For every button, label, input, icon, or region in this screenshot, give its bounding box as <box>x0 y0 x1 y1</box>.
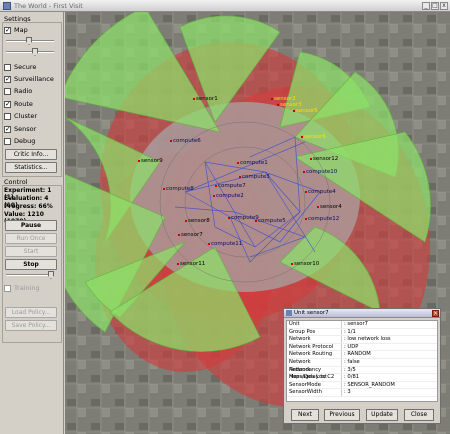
control-title: Control <box>4 178 28 186</box>
node-label[interactable]: sensor6 <box>301 134 326 140</box>
minimize-button[interactable]: _ <box>422 2 430 10</box>
statistics-button[interactable]: Statistics... <box>5 162 57 173</box>
node-label[interactable]: sensor9 <box>138 158 163 164</box>
node-label[interactable]: compute5 <box>255 218 286 224</box>
checkbox-route[interactable]: ✓ Route <box>4 99 33 108</box>
range-rings <box>159 121 331 283</box>
route-lines <box>174 136 321 263</box>
table-row[interactable]: Group Pos: 1/1 <box>287 328 437 337</box>
table-row[interactable]: SensorWidth: 3 <box>287 389 437 397</box>
node-label[interactable]: compute1 <box>237 160 268 166</box>
node-label[interactable]: compute2 <box>213 193 244 199</box>
evaluation-stat: Evaluation: 4 (10) <box>4 195 49 209</box>
dialog-title: Unit sensor7 <box>294 310 329 316</box>
table-row[interactable]: Network: low network loss <box>287 336 437 344</box>
node-label[interactable]: sensor7 <box>178 232 203 238</box>
checkbox-debug[interactable]: Debug <box>4 137 35 145</box>
app-icon <box>3 1 11 10</box>
checkbox-map[interactable]: ✓ Map <box>4 25 28 34</box>
node-label[interactable]: compute6 <box>170 138 201 144</box>
checkbox-sensor[interactable]: ✓ Sensor <box>4 124 37 133</box>
side-panel: Settings ✓ Map Secure ✓ Surveillance Radio… <box>0 12 64 434</box>
close-button[interactable]: Close <box>404 409 434 421</box>
check-icon: ✓ <box>4 124 11 133</box>
node-label[interactable]: compute9 <box>228 215 259 221</box>
node-label[interactable]: compute3 <box>239 174 270 180</box>
window-title: The World - First Visit <box>14 1 83 10</box>
check-icon: ✓ <box>4 25 11 34</box>
save-policy-button[interactable]: Save Policy... <box>5 320 57 331</box>
node-label[interactable]: sensor3 <box>277 102 302 108</box>
node-label[interactable]: compute12 <box>305 216 339 222</box>
update-button[interactable]: Update <box>366 409 398 421</box>
sensor-coverage <box>65 12 431 352</box>
load-policy-button[interactable]: Load Policy... <box>5 307 57 318</box>
stop-button[interactable]: Stop <box>5 259 57 270</box>
node-label[interactable]: sensor8 <box>185 218 210 224</box>
table-row[interactable]: Network Routing: RANDOM <box>287 351 437 359</box>
table-row[interactable]: Unit: sensor7 <box>287 321 437 329</box>
title-bar: The World - First Visit _ □ x <box>0 0 450 12</box>
node-label[interactable]: compute4 <box>305 189 336 195</box>
node-label[interactable]: sensor2 <box>271 96 296 102</box>
node-label[interactable]: sensor10 <box>291 261 319 267</box>
map-slider-1[interactable] <box>6 37 54 45</box>
checkbox-training[interactable]: Training <box>4 284 40 292</box>
check-icon: ✓ <box>4 99 11 108</box>
next-button[interactable]: Next <box>291 409 319 421</box>
node-label[interactable]: sensor12 <box>310 156 338 162</box>
checkbox-radio[interactable]: Radio <box>4 87 32 95</box>
checkbox-secure[interactable]: Secure <box>4 63 36 71</box>
map-slider-2[interactable] <box>6 48 54 56</box>
experiment-stat: Experiment: 1 (1) <box>4 187 52 201</box>
checkbox-cluster[interactable]: Cluster <box>4 112 37 120</box>
critic-info-button[interactable]: Critic Info... <box>5 149 57 160</box>
node-label[interactable]: compute11 <box>208 241 242 247</box>
pause-button[interactable]: Pause <box>5 220 57 231</box>
unit-properties-table: Unit: sensor7 Group Pos: 1/1 Network: lo… <box>286 320 438 402</box>
table-row[interactable]: Network Redundancy: false <box>287 358 437 373</box>
maximize-button[interactable]: □ <box>431 2 439 10</box>
table-row[interactable]: Network Protocol: UDP <box>287 343 437 352</box>
progress-stat: Progress: 66% <box>4 203 53 210</box>
close-icon[interactable]: × <box>432 310 439 317</box>
table-row[interactable]: SensorMode: SENSOR_RANDOM <box>287 381 437 390</box>
node-label[interactable]: sensor11 <box>177 261 205 267</box>
settings-group <box>2 22 62 177</box>
check-icon: ✓ <box>4 74 11 83</box>
settings-title: Settings <box>4 15 31 23</box>
node-label[interactable]: sensor1 <box>193 96 218 102</box>
node-label[interactable]: sensor4 <box>317 204 342 210</box>
node-label[interactable]: compute10 <box>303 169 337 175</box>
unit-info-dialog: Unit sensor7 × Unit: sensor7 Group Pos: … <box>283 308 441 424</box>
start-button[interactable]: Start <box>5 246 57 257</box>
speed-slider[interactable] <box>6 271 54 279</box>
dialog-title-bar: Unit sensor7 <box>284 309 440 318</box>
node-label[interactable]: sensor5 <box>293 108 318 114</box>
control-group <box>2 185 62 343</box>
table-row[interactable]: Network Hops/Delay to C2: 3/5 <box>287 366 437 380</box>
node-label[interactable]: compute8 <box>163 186 194 192</box>
checkbox-surveillance[interactable]: ✓ Surveillance <box>4 74 54 83</box>
table-row[interactable]: Messages Lost: 0/81 <box>287 374 437 382</box>
run-once-button[interactable]: Run Once <box>5 233 57 244</box>
dialog-icon <box>286 310 292 316</box>
close-window-button[interactable]: x <box>440 2 448 10</box>
node-label[interactable]: compute7 <box>215 183 246 189</box>
previous-button[interactable]: Previous <box>324 409 360 421</box>
